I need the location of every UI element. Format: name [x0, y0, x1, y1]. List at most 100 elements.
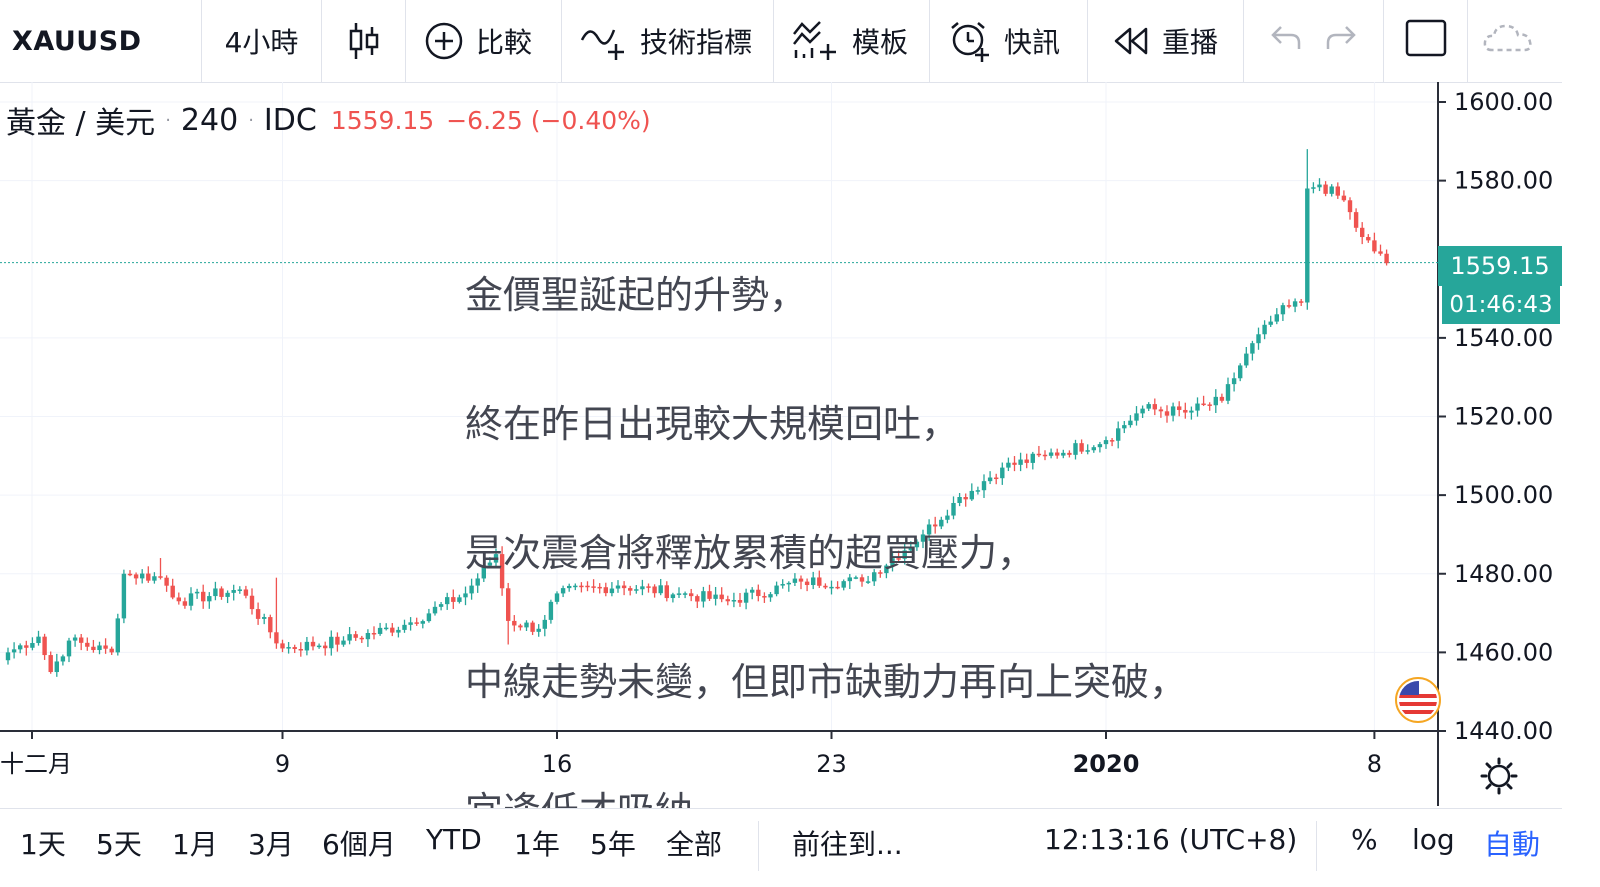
candle-body [371, 632, 377, 635]
range-3m-button[interactable]: 3月 [248, 828, 294, 861]
chart-type-button[interactable] [322, 0, 406, 82]
candle-body [1335, 186, 1340, 196]
time-tick-label: 9 [275, 750, 290, 778]
candle-body [987, 477, 993, 482]
candle-body [121, 573, 127, 619]
candle-body [237, 589, 242, 591]
range-5d-button[interactable]: 5天 [96, 828, 142, 861]
last-price-badge: 1559.15 [1438, 246, 1562, 286]
time-tick-label: 23 [816, 750, 847, 778]
time-tick-label: 十二月 [0, 750, 72, 778]
indicators-label: 技術指標 [640, 26, 753, 59]
candle-body [933, 524, 938, 527]
candle-body [695, 596, 700, 602]
annotation-line: 是次震倉將釋放累積的超買壓力， [465, 531, 1036, 575]
candle-body [1323, 184, 1328, 194]
candle-body [194, 591, 200, 594]
bottom-toolbar: 1天 5天 1月 3月 6個月 YTD 1年 5年 全部 前往到... 12:1… [0, 808, 1562, 887]
candle-body [658, 585, 663, 594]
candle-body [304, 641, 310, 651]
candle-body [445, 597, 450, 605]
candle-body [865, 581, 871, 583]
cloud-save-button[interactable] [1468, 0, 1562, 82]
range-6m-button[interactable]: 6個月 [322, 828, 396, 861]
price-chart[interactable]: 1600.00 1580.00 1540.00 1520.00 1500.00 1480.… [0, 82, 1562, 808]
candle-body [79, 637, 84, 643]
candle-body [640, 586, 645, 590]
candle-body [335, 636, 340, 645]
timezone-clock[interactable]: 12:13:16 (UTC+8) [1044, 823, 1298, 856]
candle-body [682, 593, 688, 595]
candle-body [231, 590, 236, 593]
candle-body [1158, 409, 1164, 412]
range-1m-button[interactable]: 1月 [172, 828, 218, 861]
candle-body [1317, 184, 1322, 188]
range-1d-button[interactable]: 1天 [20, 828, 66, 861]
candle-body [603, 587, 608, 594]
candle-body [1055, 452, 1060, 456]
candle-body [908, 547, 913, 551]
compare-button[interactable]: 比較 [406, 0, 562, 82]
candle-body [359, 637, 364, 640]
range-5y-button[interactable]: 5年 [590, 828, 636, 861]
percent-scale-toggle[interactable]: % [1351, 823, 1378, 856]
candle-body [646, 586, 651, 588]
log-scale-toggle[interactable]: log [1412, 823, 1455, 856]
candle-body [823, 585, 828, 588]
candle-body [902, 550, 907, 559]
candle-body [512, 620, 517, 626]
candle-body [1311, 187, 1316, 189]
candle-body [42, 636, 47, 656]
auto-scale-toggle[interactable]: 自動 [1484, 828, 1541, 861]
redo-icon[interactable] [1324, 23, 1358, 60]
chart-annotation-text[interactable]: 金價聖誕起的升勢， 終在昨日出現較大規模回吐， 是次震倉將釋放累積的超買壓力， … [465, 188, 1187, 876]
candle-body [573, 585, 578, 588]
series-legend[interactable]: 黃金 / 美元 · 240 · IDC 1559.15 −6.25 (−0.40… [6, 98, 651, 142]
range-all-button[interactable]: 全部 [666, 828, 723, 861]
price-tick-label: 1520.00 [1454, 403, 1553, 431]
alerts-button[interactable]: 快訊 [930, 0, 1088, 82]
candle-body [72, 637, 78, 641]
time-axis: 十二月 9 16 23 2020 8 [0, 731, 1382, 778]
fullscreen-button[interactable] [1384, 0, 1468, 82]
candle-body [1073, 443, 1078, 455]
undo-icon[interactable] [1269, 23, 1303, 60]
alarm-clock-icon [948, 20, 992, 62]
candle-body [957, 497, 962, 503]
candle-body [1201, 403, 1206, 406]
candle-body [542, 619, 547, 629]
candle-body [1280, 305, 1286, 315]
candle-body [1042, 454, 1048, 457]
candle-body [676, 593, 682, 595]
candle-body [762, 596, 767, 598]
candle-body [469, 585, 474, 594]
candle-body [188, 593, 194, 606]
goto-date-button[interactable]: 前往到... [792, 828, 903, 861]
candle-body [66, 640, 72, 657]
candle-body [219, 588, 224, 597]
candle-body [1024, 459, 1029, 463]
candle-body [567, 585, 572, 589]
candle-body [585, 585, 590, 588]
templates-button[interactable]: 模板 [774, 0, 930, 82]
annotation-line: 中線走勢未變，但即市缺動力再向上突破， [465, 660, 1188, 704]
symbol-search-button[interactable]: XAUUSD [0, 0, 202, 82]
legend-interval: 240 [180, 102, 239, 138]
range-1y-button[interactable]: 1年 [514, 828, 560, 861]
candle-body [133, 574, 139, 579]
last-price-value: 1559.15 [1450, 252, 1550, 280]
indicators-button[interactable]: 技術指標 [562, 0, 774, 82]
range-ytd-button[interactable]: YTD [426, 823, 482, 856]
candle-body [1292, 301, 1298, 307]
candle-body [146, 573, 151, 581]
candle-body [127, 573, 133, 576]
candle-body [85, 642, 90, 647]
candles [5, 149, 1389, 677]
replay-button[interactable]: 重播 [1088, 0, 1244, 82]
symbol-label: XAUUSD [12, 25, 142, 57]
candle-body [628, 588, 633, 591]
interval-button[interactable]: 4小時 [202, 0, 322, 82]
candle-body [1103, 440, 1109, 445]
candlestick-icon [346, 21, 382, 61]
candle-body [707, 591, 712, 599]
